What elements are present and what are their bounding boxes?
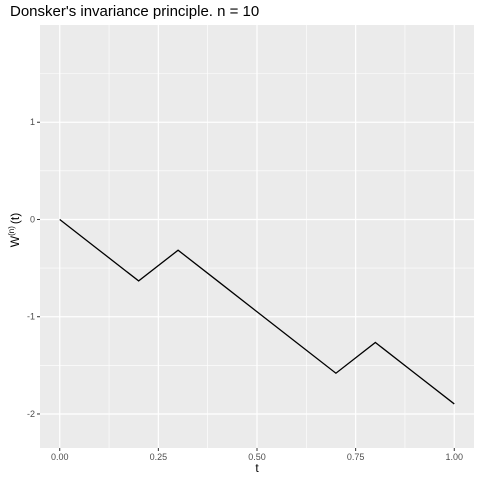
x-tick-label: 0.50: [248, 452, 266, 462]
y-tick-label: 1: [30, 117, 35, 127]
y-tick-label: -1: [27, 312, 35, 322]
y-axis-ticks: 1 0 -1 -2: [27, 117, 40, 419]
y-axis-title: W(n) (t): [7, 213, 22, 247]
x-axis-ticks: 0.00 0.25 0.50 0.75 1.00: [51, 448, 463, 462]
x-tick-label: 0.75: [347, 452, 365, 462]
y-tick-label: -2: [27, 409, 35, 419]
y-tick-label: 0: [30, 214, 35, 224]
major-gridlines: [40, 25, 474, 448]
y-axis-title-superscript: (n): [7, 226, 16, 236]
chart-title: Donsker's invariance principle. n = 10: [10, 3, 259, 20]
x-axis-title: t: [255, 461, 259, 475]
y-axis-title-suffix: (t): [8, 213, 22, 224]
x-tick-label: 0.00: [51, 452, 69, 462]
y-axis-title-base: W: [8, 235, 22, 247]
x-tick-label: 0.25: [150, 452, 168, 462]
x-tick-label: 1.00: [446, 452, 464, 462]
series-line: [59, 218, 455, 405]
